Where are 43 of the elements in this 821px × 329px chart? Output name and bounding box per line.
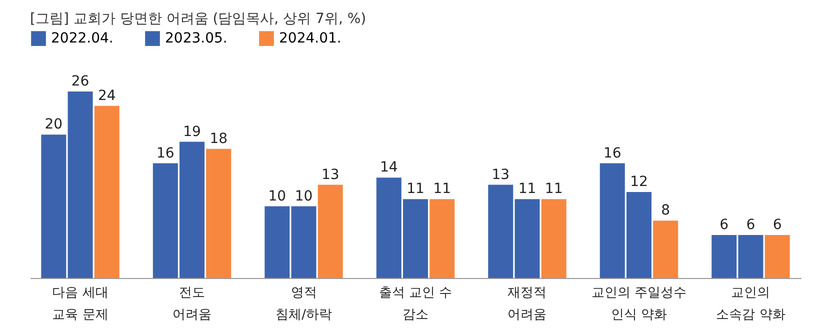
data-label: 14 xyxy=(380,160,398,176)
data-label: 10 xyxy=(268,188,286,204)
data-label: 16 xyxy=(603,145,622,162)
bar xyxy=(41,134,66,278)
legend-label: 2022.04. xyxy=(51,30,114,47)
x-tick-label: 영적 침체/하락 xyxy=(276,286,332,322)
data-label: 8 xyxy=(661,202,670,219)
data-label: 11 xyxy=(544,181,563,198)
bar xyxy=(430,199,455,278)
data-label: 13 xyxy=(492,166,510,183)
x-tick-label: 재정적 어려움 xyxy=(508,286,547,322)
data-label: 18 xyxy=(210,130,228,147)
data-label: 6 xyxy=(746,216,756,233)
data-label: 16 xyxy=(156,145,174,162)
data-label: 11 xyxy=(406,181,424,198)
x-tick-label: 출석 교인 수 감소 xyxy=(378,286,452,322)
bar xyxy=(318,184,343,278)
data-label: 19 xyxy=(183,124,201,140)
bar xyxy=(291,206,316,278)
x-tick-label: 다음 세대 교육 문제 xyxy=(52,286,108,322)
bar xyxy=(541,199,566,278)
bar xyxy=(653,220,678,278)
bar xyxy=(264,206,290,278)
x-tick-label: 교인의 주일성수 인식 약화 xyxy=(591,286,687,322)
bar xyxy=(68,92,93,278)
x-tick-label: 전도 어려움 xyxy=(172,286,212,322)
data-label: 10 xyxy=(294,188,313,204)
data-label: 11 xyxy=(518,181,536,198)
data-label: 6 xyxy=(720,216,729,233)
data-label: 26 xyxy=(71,74,90,90)
data-label: 24 xyxy=(98,88,116,104)
x-tick-label: 교인의 소속감 약화 xyxy=(716,286,786,322)
legend-label: 2023.05. xyxy=(165,30,228,47)
data-label: 6 xyxy=(772,216,782,233)
data-label: 11 xyxy=(433,181,452,198)
bar xyxy=(764,234,790,278)
chart-title: [그림] 교회가 당면한 어려움 (담임목사, 상위 7위, %) xyxy=(30,11,366,27)
bar xyxy=(206,148,232,278)
data-label: 13 xyxy=(321,166,340,183)
legend-label: 2024.01. xyxy=(279,30,342,47)
data-label: 20 xyxy=(44,116,63,133)
bar xyxy=(94,106,120,278)
data-label: 12 xyxy=(630,174,648,190)
